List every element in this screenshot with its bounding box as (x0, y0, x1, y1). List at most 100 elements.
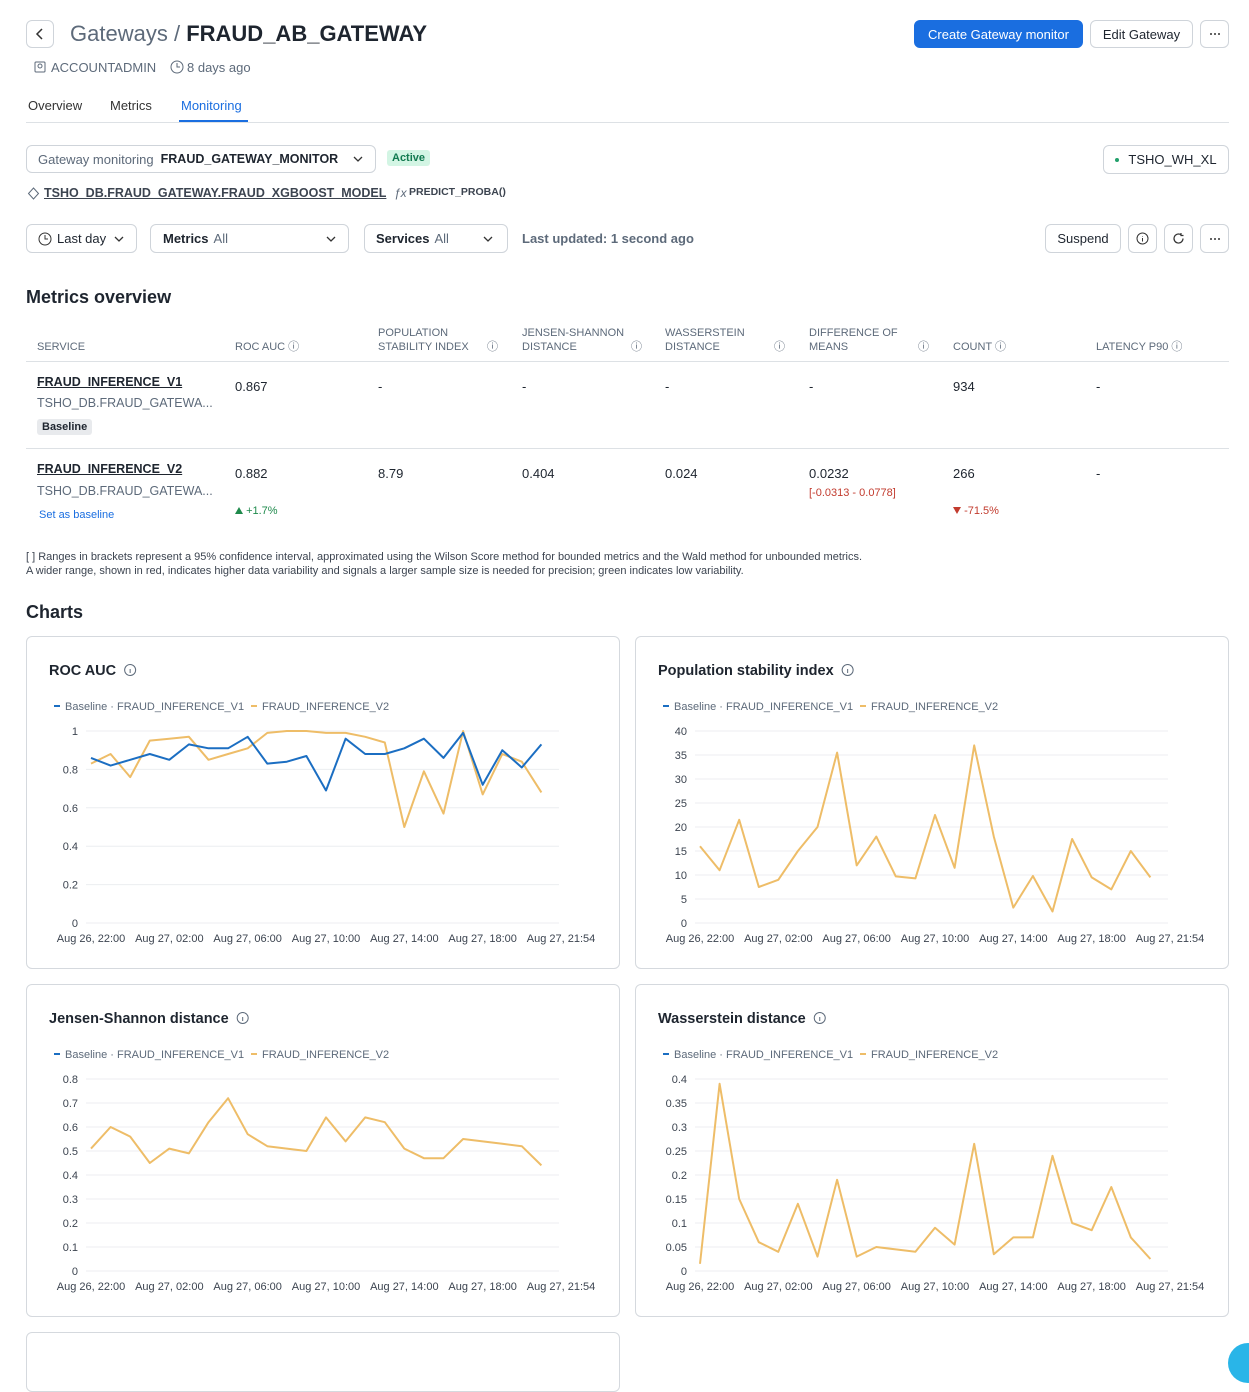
metrics-label: Metrics (163, 231, 209, 246)
chart: Wasserstein distance Baseline · FRAUD_INF… (658, 1011, 1205, 1293)
service-link[interactable]: FRAUD_INFERENCE_V1 (37, 375, 183, 389)
y-tick-label: 0.7 (63, 1098, 78, 1110)
fx-icon: ƒx (394, 186, 407, 200)
edit-button[interactable]: Edit Gateway (1090, 20, 1193, 48)
legend-label: FRAUD_INFERENCE_V2 (871, 701, 998, 713)
suspend-button[interactable]: Suspend (1045, 224, 1121, 253)
table-header: SERVICE ROC AUC ⓘ POPULATION STABILITY I… (0, 0, 1249, 354)
chevron (114, 236, 124, 242)
column-header: POPULATION STABILITY INDEX (378, 327, 469, 353)
x-tick-label: Aug 26, 22:00 (666, 1281, 735, 1293)
info-icon (841, 664, 854, 676)
x-tick-label: Aug 27, 21:54 (527, 933, 596, 945)
breadcrumb: Gateways / FRAUD_AB_GATEWAY (70, 20, 427, 48)
y-tick-label: 0.4 (63, 841, 78, 853)
help-bubble[interactable] (1228, 1343, 1249, 1383)
y-tick-label: 0.3 (63, 1194, 78, 1206)
last-updated: Last updated: 1 second ago (522, 231, 694, 246)
cell: - (522, 379, 527, 394)
service-link[interactable]: FRAUD_INFERENCE_V2 (37, 462, 183, 476)
chart-title: Jensen-Shannon distance (49, 1011, 229, 1027)
legend-label: Baseline · FRAUD_INFERENCE_V1 (65, 701, 244, 713)
section-title: Metrics overview (26, 287, 172, 307)
breadcrumb-parent[interactable]: Gateways (70, 21, 168, 46)
cell: 0.404 (522, 466, 555, 481)
cell: - (1096, 379, 1101, 394)
x-tick-label: Aug 27, 21:54 (1136, 1281, 1205, 1293)
warehouse-name: TSHO_WH_XL (1128, 152, 1217, 167)
series-line (90, 730, 543, 828)
cell: 0.0232 (809, 466, 849, 481)
x-tick-label: Aug 27, 21:54 (527, 1281, 596, 1293)
cell: - (1096, 466, 1101, 481)
y-tick-label: 0.2 (63, 1218, 78, 1230)
y-tick-label: 0.25 (666, 1146, 687, 1158)
owner-icon (34, 61, 46, 73)
info-icon (1136, 232, 1149, 245)
up-arrow (235, 507, 243, 514)
page-title: FRAUD_AB_GATEWAY (186, 21, 428, 46)
service-path: TSHO_DB.FRAUD_GATEWA... (37, 396, 213, 410)
set-baseline-link[interactable]: Set as baseline (39, 509, 115, 521)
y-tick-label: 5 (681, 894, 687, 906)
x-tick-label: Aug 27, 14:00 (979, 1281, 1048, 1293)
section-title: Charts (26, 602, 84, 622)
y-tick-label: 15 (675, 846, 687, 858)
refresh-button[interactable] (1164, 224, 1193, 253)
back-button[interactable] (26, 20, 54, 48)
column-title: ROC AUC (235, 341, 286, 353)
y-tick-label: 25 (675, 798, 687, 810)
chart-card (26, 1332, 620, 1392)
refresh-icon (1173, 233, 1184, 244)
info-icon: ⓘ (487, 341, 498, 353)
divider (26, 361, 1229, 362)
tab-active[interactable]: Monitoring (181, 98, 242, 113)
column-header: COUNT ⓘ (953, 341, 1006, 353)
y-tick-label: 0 (72, 1266, 78, 1278)
y-tick-label: 0.1 (672, 1218, 687, 1230)
cell: - (809, 379, 814, 394)
y-tick-label: 0.4 (63, 1170, 78, 1182)
y-tick-label: 0 (681, 918, 687, 930)
chart-card: Population stability index Baseline · FRA… (635, 636, 1229, 969)
create-monitor-button[interactable]: Create Gateway monitor (914, 20, 1083, 48)
services-filter[interactable]: Services All (364, 224, 508, 253)
x-tick-label: Aug 27, 02:00 (135, 1281, 204, 1293)
chart-card: Jensen-Shannon distance Baseline · FRAUD_… (26, 984, 620, 1317)
x-tick-label: Aug 27, 14:00 (979, 933, 1048, 945)
info-icon: ⓘ (631, 341, 642, 353)
tab[interactable]: Overview (28, 98, 83, 113)
chart-card: Wasserstein distance Baseline · FRAUD_INF… (635, 984, 1229, 1317)
cell: 0.867 (235, 379, 268, 394)
dot (1115, 157, 1120, 162)
metrics-filter[interactable]: Metrics All (150, 224, 349, 253)
time-filter[interactable]: Last day (26, 224, 137, 253)
x-tick-label: Aug 27, 21:54 (1136, 933, 1205, 945)
chevron (35, 28, 43, 40)
x-tick-label: Aug 26, 22:00 (57, 933, 126, 945)
legend-label: Baseline · FRAUD_INFERENCE_V1 (65, 1049, 244, 1061)
x-tick-label: Aug 27, 14:00 (370, 933, 439, 945)
change-value: -71.5% (964, 505, 999, 517)
more-button[interactable] (1200, 20, 1229, 48)
warehouse[interactable]: TSHO_WH_XL (1103, 145, 1229, 174)
tab[interactable]: Metrics (110, 98, 152, 113)
y-tick-label: 0.5 (63, 1146, 78, 1158)
cell: 0.882 (235, 466, 268, 481)
x-tick-label: Aug 27, 10:00 (292, 933, 361, 945)
series-line (90, 731, 543, 792)
more-button[interactable] (1200, 224, 1229, 253)
x-tick-label: Aug 27, 10:00 (292, 1281, 361, 1293)
info-button[interactable] (1128, 224, 1157, 253)
x-tick-label: Aug 27, 18:00 (448, 933, 517, 945)
y-tick-label: 0.05 (666, 1242, 687, 1254)
y-tick-label: 0 (681, 1266, 687, 1278)
count-change: -71.5% (953, 505, 999, 517)
legend-label: FRAUD_INFERENCE_V2 (262, 701, 389, 713)
model-link[interactable]: TSHO_DB.FRAUD_GATEWAY.FRAUD_XGBOOST_MODE… (44, 186, 387, 200)
cell: - (665, 379, 670, 394)
x-tick-label: Aug 27, 10:00 (901, 933, 970, 945)
divider (26, 122, 1229, 123)
monitor-select[interactable]: Gateway monitoring FRAUD_GATEWAY_MONITOR (26, 145, 376, 173)
legend-label: FRAUD_INFERENCE_V2 (871, 1049, 998, 1061)
